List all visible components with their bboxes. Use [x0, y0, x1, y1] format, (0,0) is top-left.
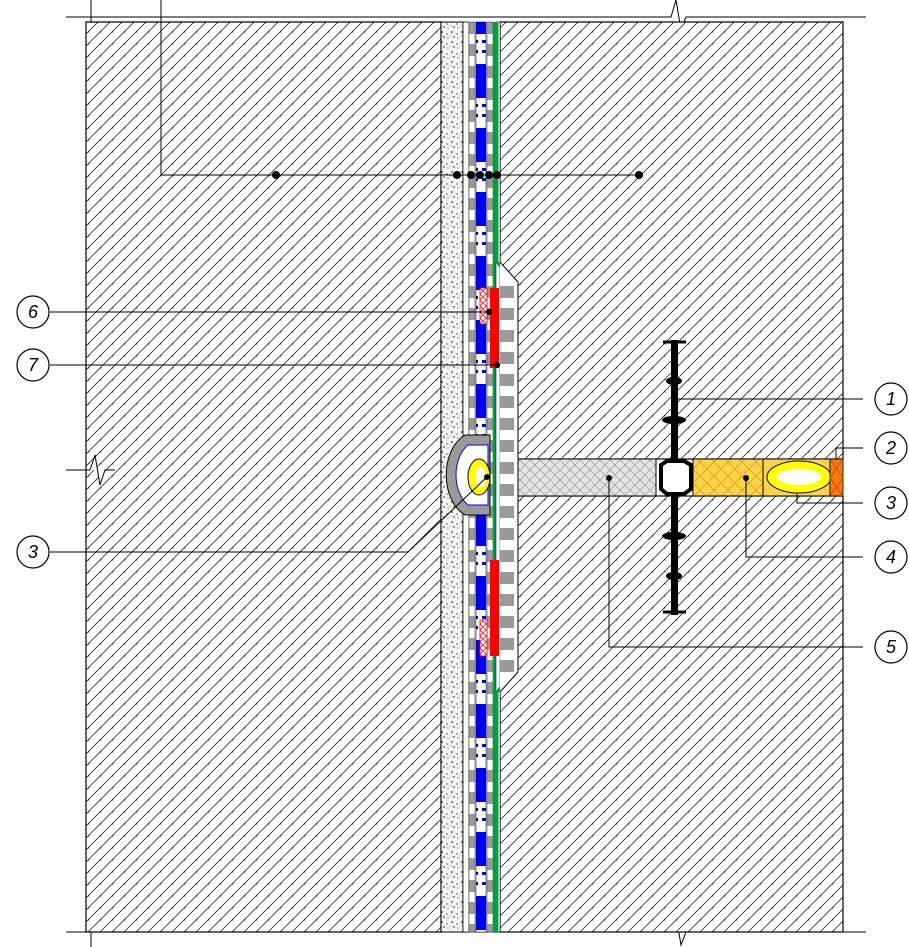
- callout-6-label: 6: [28, 302, 39, 322]
- callout-7: 7: [16, 348, 50, 382]
- callout-5: 5: [874, 630, 908, 664]
- callout-3-left: 3: [16, 535, 50, 569]
- callout-2: 2: [874, 431, 908, 465]
- section-reference-line: [160, 0, 643, 179]
- reinforcement-strip-lower: [479, 619, 488, 657]
- callout-2-label: 2: [885, 438, 896, 458]
- waterstop-profile-icon: [659, 459, 693, 496]
- callout-1: 1: [874, 382, 908, 416]
- joint-filler-board: [517, 458, 657, 497]
- callout-4-label: 4: [886, 547, 896, 567]
- callout-1-label: 1: [886, 389, 896, 409]
- break-line-icon: [66, 454, 115, 486]
- callout-6: 6: [16, 295, 50, 329]
- joint-mineral-wool: [692, 458, 764, 497]
- reinforcement-strip-upper: [479, 287, 488, 325]
- callout-3-right: 3: [874, 486, 908, 520]
- waterproofing-profile: [659, 340, 693, 615]
- joint-end-orange: [829, 458, 844, 497]
- callout-3-right-label: 3: [886, 493, 896, 513]
- left-concrete-slab: [85, 21, 442, 933]
- callout-4: 4: [874, 540, 908, 574]
- callout-5-label: 5: [886, 637, 897, 657]
- membrane-offset-fill: [500, 282, 514, 672]
- reinforcement-strip-upper-solid: [490, 288, 499, 368]
- callout-3-left-label: 3: [28, 542, 38, 562]
- leader-lines: [50, 309, 863, 648]
- reinforcement-strip-lower-solid: [490, 560, 499, 656]
- callout-7-label: 7: [28, 355, 39, 375]
